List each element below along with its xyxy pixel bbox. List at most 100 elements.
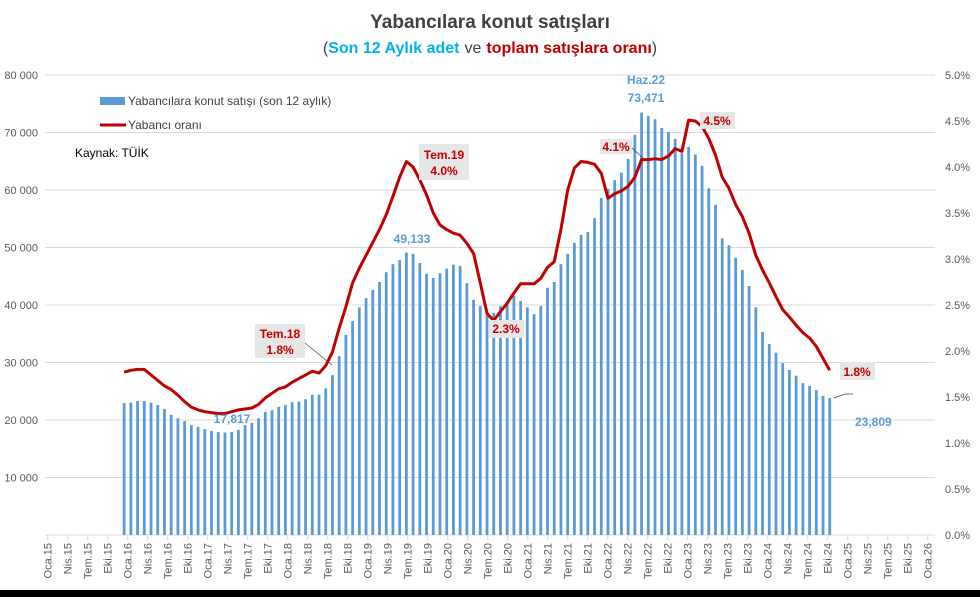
- bar: [579, 234, 583, 535]
- annotation-min-2017: 17,817: [214, 412, 251, 426]
- bar: [223, 432, 227, 535]
- annotation-haz22-value: 73,471: [628, 91, 665, 105]
- x-tick-label: Oca.23: [683, 543, 695, 578]
- x-tick-label: Tem.24: [803, 543, 815, 579]
- x-tick-label: Tem.21: [563, 543, 575, 579]
- bar: [808, 386, 811, 535]
- legend-bar-swatch: [100, 97, 125, 105]
- bar: [472, 299, 475, 535]
- bar: [788, 369, 791, 535]
- bar: [156, 405, 160, 535]
- legend-bar-label: Yabancılara konut satışı (son 12 aylık): [128, 94, 331, 108]
- annotation-box-tem19: [419, 144, 469, 180]
- annotation-ratio-41: 4.1%: [602, 140, 630, 154]
- bar: [425, 273, 428, 535]
- bar: [814, 390, 818, 535]
- annotation-box-tem18: [255, 324, 305, 358]
- bar: [727, 245, 731, 535]
- bar: [794, 375, 798, 535]
- annotation-tem18-date: Tem.18: [260, 327, 301, 341]
- annotation-box-41: [600, 139, 632, 154]
- x-tick-label: Nis.19: [383, 543, 395, 574]
- x-tick-label: Nis.16: [143, 543, 155, 574]
- annotation-tem19-value: 4.0%: [430, 164, 458, 178]
- bar: [633, 134, 637, 536]
- bar: [646, 115, 650, 535]
- x-tick-label: Eki.22: [663, 543, 675, 574]
- y-right-tick-label: 3.5%: [945, 208, 970, 220]
- x-tick-label: Nis.22: [623, 543, 635, 574]
- bar: [438, 273, 442, 535]
- x-tick-label: Eki.17: [263, 543, 275, 574]
- chart-title: Yabancılara konut satışları: [370, 12, 610, 33]
- bar: [378, 282, 381, 535]
- bar: [210, 430, 213, 535]
- bar: [304, 399, 307, 535]
- bar: [465, 283, 469, 535]
- bar: [700, 165, 704, 535]
- bar: [216, 432, 220, 535]
- bar: [337, 356, 341, 535]
- legend-line-label: Yabancı oranı: [128, 118, 202, 132]
- bar: [774, 352, 778, 535]
- x-tick-label: Nis.15: [63, 543, 75, 574]
- bar: [667, 131, 670, 536]
- bar: [445, 268, 449, 535]
- bar: [620, 172, 623, 535]
- bar: [740, 269, 744, 535]
- x-tick-label: Oca.26: [923, 543, 935, 578]
- x-tick-label: Eki.19: [423, 543, 435, 574]
- bar: [653, 119, 657, 536]
- bar: [767, 344, 771, 535]
- bar: [680, 153, 684, 535]
- right-axis: 0.0% 0.5% 1.0% 1.5% 2.0% 2.5% 3.0% 3.5% 4.0% 4.5%…: [945, 70, 970, 542]
- x-tick-label: Tem.20: [483, 543, 495, 579]
- x-tick-label: Eki.23: [743, 543, 755, 574]
- subtitle-open: (: [323, 40, 329, 57]
- leader-tem18: [304, 342, 333, 366]
- bar: [284, 405, 287, 535]
- bar: [357, 307, 361, 535]
- bar: [599, 198, 603, 536]
- x-tick-label: Oca.22: [603, 543, 615, 578]
- x-tick-label: Oca.19: [363, 543, 375, 578]
- bar: [586, 231, 590, 535]
- subtitle-ratio: toplam satışlara oranı: [486, 40, 651, 57]
- bar: [519, 300, 523, 535]
- bar: [122, 403, 126, 535]
- y-left-tick-label: 30 000: [4, 358, 38, 370]
- bar: [344, 334, 348, 535]
- bar: [687, 146, 691, 535]
- bar: [572, 242, 576, 535]
- bar: [230, 432, 234, 535]
- x-tick-label: Nis.25: [863, 543, 875, 574]
- bar: [129, 402, 133, 535]
- x-tick-label: Eki.21: [583, 543, 595, 574]
- bar: [693, 154, 697, 535]
- bar: [331, 375, 334, 535]
- x-tick-label: Eki.15: [103, 543, 115, 574]
- x-axis: Oca.15 Nis.15 Tem.15 Eki.15 Oca.16 Nis.16 Tem.…: [43, 535, 935, 579]
- y-left-tick-label: 60 000: [4, 185, 38, 197]
- x-tick-label: Eki.16: [183, 543, 195, 574]
- bar: [290, 402, 294, 535]
- bar: [243, 425, 247, 535]
- y-right-tick-label: 0.5%: [945, 484, 970, 496]
- bar: [552, 282, 556, 535]
- bar: [499, 306, 502, 535]
- y-right-tick-label: 1.5%: [945, 392, 970, 404]
- bar: [478, 306, 482, 535]
- x-tick-label: Nis.17: [223, 543, 235, 574]
- x-tick-label: Nis.23: [703, 543, 715, 574]
- bar: [593, 218, 596, 536]
- bar: [169, 414, 173, 535]
- bar: [781, 363, 785, 535]
- left-axis: 10 000 20 000 30 000 40 000 50 000 60 000 70 0…: [4, 70, 38, 485]
- y-right-tick-label: 0.0%: [945, 530, 970, 542]
- y-right-tick-label: 4.5%: [945, 116, 970, 128]
- y-right-tick-label: 2.0%: [945, 346, 970, 358]
- bar: [640, 112, 643, 535]
- line-series: [123, 118, 832, 416]
- annotation-box-23: [489, 320, 524, 338]
